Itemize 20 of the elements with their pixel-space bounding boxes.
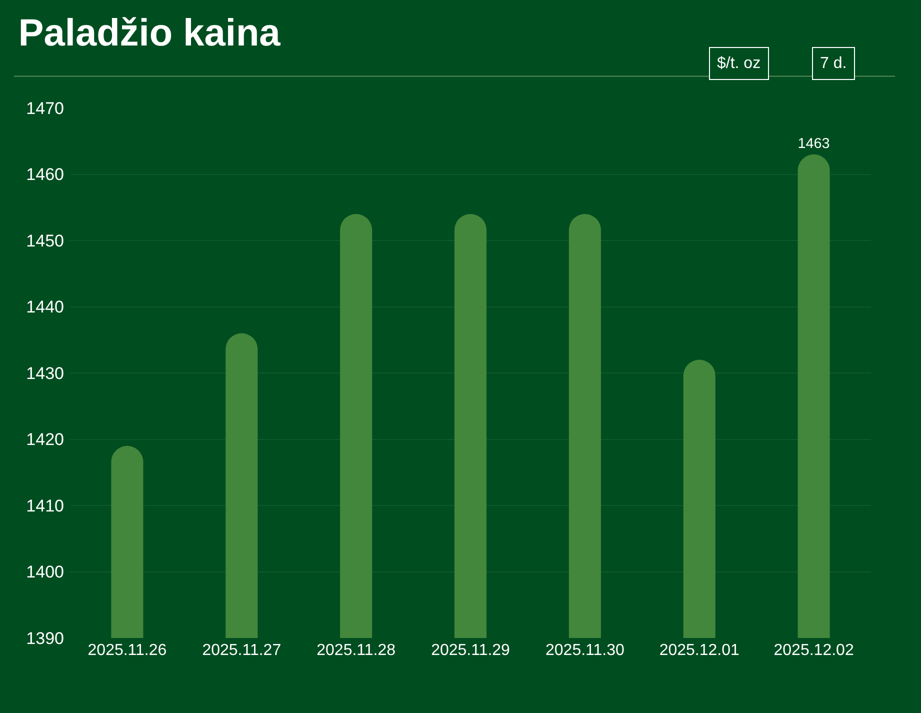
y-tick-label: 1470 [26,98,64,118]
y-tick-label: 1420 [26,430,64,450]
x-tick-label: 2025.12.02 [774,642,854,659]
y-tick-label: 1390 [26,628,64,648]
data-label: 1463 [798,136,830,152]
y-tick-label: 1440 [26,298,64,317]
x-tick-label: 2025.11.26 [88,642,167,659]
y-tick-label: 1460 [26,165,64,184]
y-tick-label: 1410 [26,496,64,516]
x-tick-label: 2025.11.28 [316,642,396,659]
x-tick-label: 2025.11.27 [202,642,282,659]
y-tick-label: 1400 [26,562,64,582]
y-tick-label: 1430 [26,364,64,383]
text: $/t. oz [717,55,761,72]
text: 7 d. [820,55,847,72]
y-tick-label: 1450 [26,231,64,250]
chart-title: Paladžio kaina [18,12,282,54]
x-tick-label: 2025.11.30 [545,642,624,659]
x-tick-label: 2025.12.01 [659,642,740,659]
x-tick-label: 2025.11.29 [431,642,510,659]
